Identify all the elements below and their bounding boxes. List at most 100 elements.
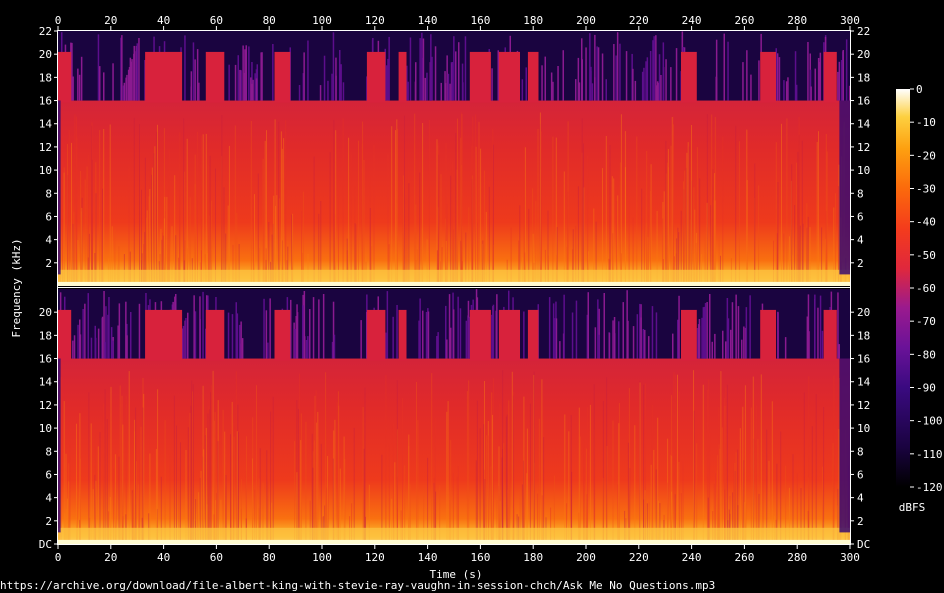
spectral-streak — [278, 121, 280, 286]
spectral-streak — [533, 463, 535, 544]
spectral-streak — [436, 139, 438, 286]
x-tick-label-top: 20 — [104, 14, 117, 27]
spectral-streak — [191, 380, 193, 544]
spectral-streak — [396, 429, 398, 544]
spectral-streak — [282, 240, 283, 286]
spectral-streak — [699, 178, 701, 286]
spectral-streak — [151, 167, 153, 286]
spectral-spike — [332, 32, 335, 101]
colorbar-tick-label: -40 — [916, 216, 936, 229]
spectral-streak — [482, 240, 484, 286]
spectral-spike — [605, 79, 607, 101]
spectral-spike — [678, 295, 680, 359]
spectral-spike — [701, 317, 703, 359]
spectral-streak — [773, 240, 774, 286]
spectral-streak — [362, 407, 364, 544]
spectral-streak — [544, 249, 546, 286]
spectral-streak — [144, 157, 146, 286]
spectral-streak — [294, 441, 296, 544]
spectral-streak — [327, 476, 329, 544]
spectral-spike — [586, 314, 589, 359]
spectral-streak — [121, 428, 123, 544]
spectral-streak — [91, 122, 93, 286]
spectral-streak — [315, 390, 317, 544]
spectral-streak — [259, 448, 261, 544]
spectral-streak — [433, 477, 435, 544]
y-tick-label-right: 8 — [857, 187, 864, 200]
spectral-spike — [120, 37, 122, 101]
spectral-spike — [557, 66, 559, 101]
spectral-streak — [333, 430, 335, 544]
spectral-streak — [505, 416, 507, 544]
spectral-streak — [796, 472, 798, 544]
spectral-streak — [185, 450, 187, 544]
spectral-streak — [143, 393, 145, 544]
spectral-streak — [758, 185, 760, 286]
spectral-streak — [490, 466, 492, 544]
spectral-streak — [225, 457, 227, 544]
spectral-spike — [396, 305, 398, 359]
spectral-streak — [259, 247, 261, 286]
y-tick-label-right: 10 — [857, 164, 870, 177]
spectral-streak — [271, 234, 273, 286]
spectral-spike — [298, 85, 301, 101]
spectral-streak — [104, 389, 106, 544]
loud-section — [205, 309, 225, 361]
spectral-streak — [281, 148, 283, 286]
y-tick-label-right: 4 — [857, 234, 864, 247]
spectral-streak — [266, 130, 267, 286]
spectral-spike — [838, 344, 840, 359]
spectral-spike — [255, 78, 258, 101]
spectral-streak — [526, 473, 528, 544]
spectral-streak — [657, 417, 659, 544]
spectral-streak — [742, 416, 743, 544]
spectral-streak — [755, 405, 757, 544]
spectral-streak — [618, 403, 620, 544]
spectral-spike — [415, 62, 417, 101]
spectral-spike — [136, 43, 138, 101]
spectral-streak — [796, 162, 798, 286]
spectral-streak — [583, 439, 585, 544]
spectral-spike — [84, 303, 86, 359]
x-tick-label-top: 120 — [365, 14, 385, 27]
spectral-streak — [688, 146, 690, 286]
x-tick-label-bottom: 0 — [55, 551, 62, 564]
spectral-streak — [81, 207, 83, 286]
spectral-streak — [350, 152, 352, 286]
y-tick-label-left: 6 — [45, 468, 52, 481]
spectral-streak — [329, 152, 331, 286]
spectral-spike — [422, 310, 424, 359]
spectral-streak — [678, 462, 680, 544]
y-tick-label-left: 14 — [39, 376, 53, 389]
spectral-streak — [428, 119, 430, 287]
spectral-streak — [689, 219, 691, 286]
spectral-spike — [327, 80, 329, 101]
spectral-streak — [792, 454, 794, 544]
spectral-streak — [65, 453, 67, 544]
spectral-streak — [826, 151, 828, 286]
spectral-streak — [186, 138, 188, 286]
spectral-streak — [713, 199, 715, 286]
spectral-spike — [618, 321, 620, 359]
spectral-streak — [94, 435, 96, 544]
spectral-spike — [138, 38, 140, 101]
spectral-streak — [811, 426, 813, 544]
spectral-spike — [818, 62, 821, 101]
spectral-streak — [476, 400, 478, 544]
spectral-streak — [197, 499, 199, 544]
spectral-streak — [385, 375, 387, 544]
spectral-streak — [313, 440, 315, 544]
spectral-streak — [540, 169, 542, 286]
spectral-streak — [667, 438, 669, 544]
colorbar-tick-label: -80 — [916, 348, 936, 361]
spectral-streak — [706, 390, 708, 544]
spectral-streak — [718, 406, 720, 544]
spectral-spike — [468, 317, 470, 359]
spectral-streak — [838, 429, 840, 544]
spectral-streak — [588, 251, 590, 286]
spectral-spike — [655, 85, 658, 101]
spectral-streak — [415, 204, 417, 286]
spectral-streak — [336, 402, 338, 544]
spectrogram-channel-1 — [58, 31, 851, 287]
spectral-streak — [274, 119, 276, 287]
